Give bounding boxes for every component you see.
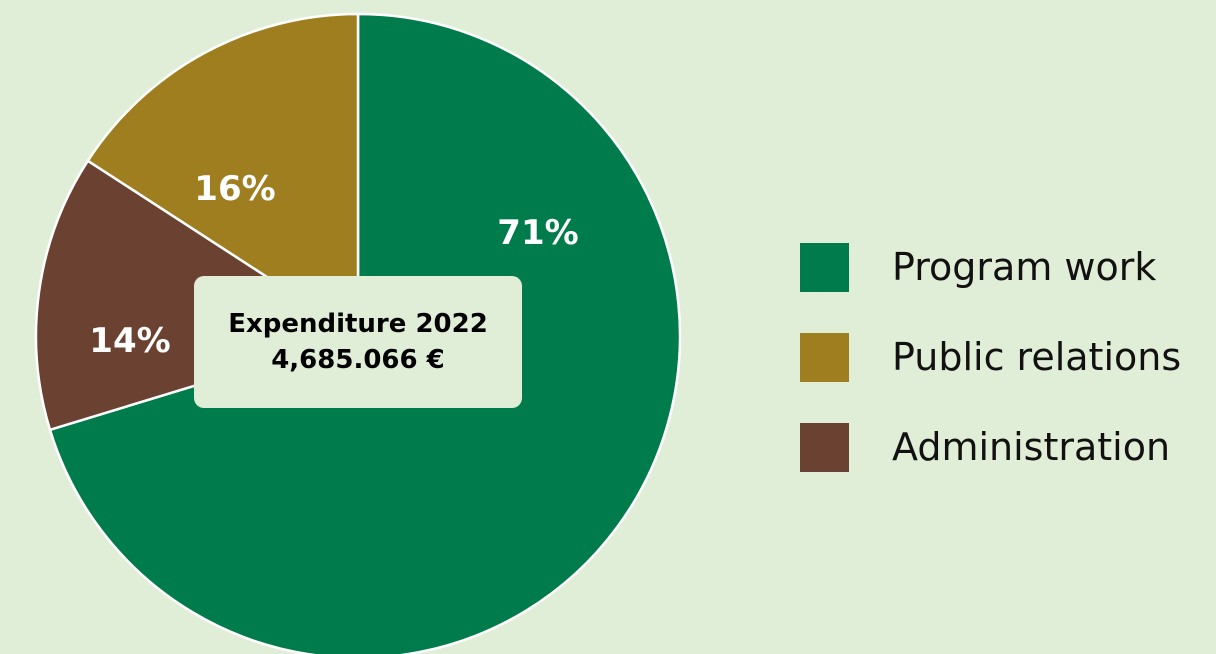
center-label-amount: 4,685.066 € [271,345,445,375]
legend: Program work Public relations Administra… [800,222,1181,492]
pie-slice-label-public-relations: 16% [194,169,275,209]
legend-label-administration: Administration [892,425,1171,469]
legend-swatch-public-relations [800,332,849,382]
legend-label-program-work: Program work [892,245,1157,289]
legend-item-administration: Administration [800,402,1181,492]
pie-slice-labels: 71% 14% 16% [89,169,578,361]
legend-swatch-administration [800,422,849,472]
center-label-title: Expenditure 2022 [228,309,488,339]
legend-item-program-work: Program work [800,222,1181,312]
legend-item-public-relations: Public relations [800,312,1181,402]
pie-slice-label-program-work: 71% [497,213,578,253]
legend-label-public-relations: Public relations [892,335,1182,379]
legend-swatch-program-work [800,242,849,292]
center-label-box: Expenditure 2022 4,685.066 € [194,276,522,408]
pie-slice-public-relations [86,12,360,339]
pie-slice-label-administration: 14% [89,321,170,361]
